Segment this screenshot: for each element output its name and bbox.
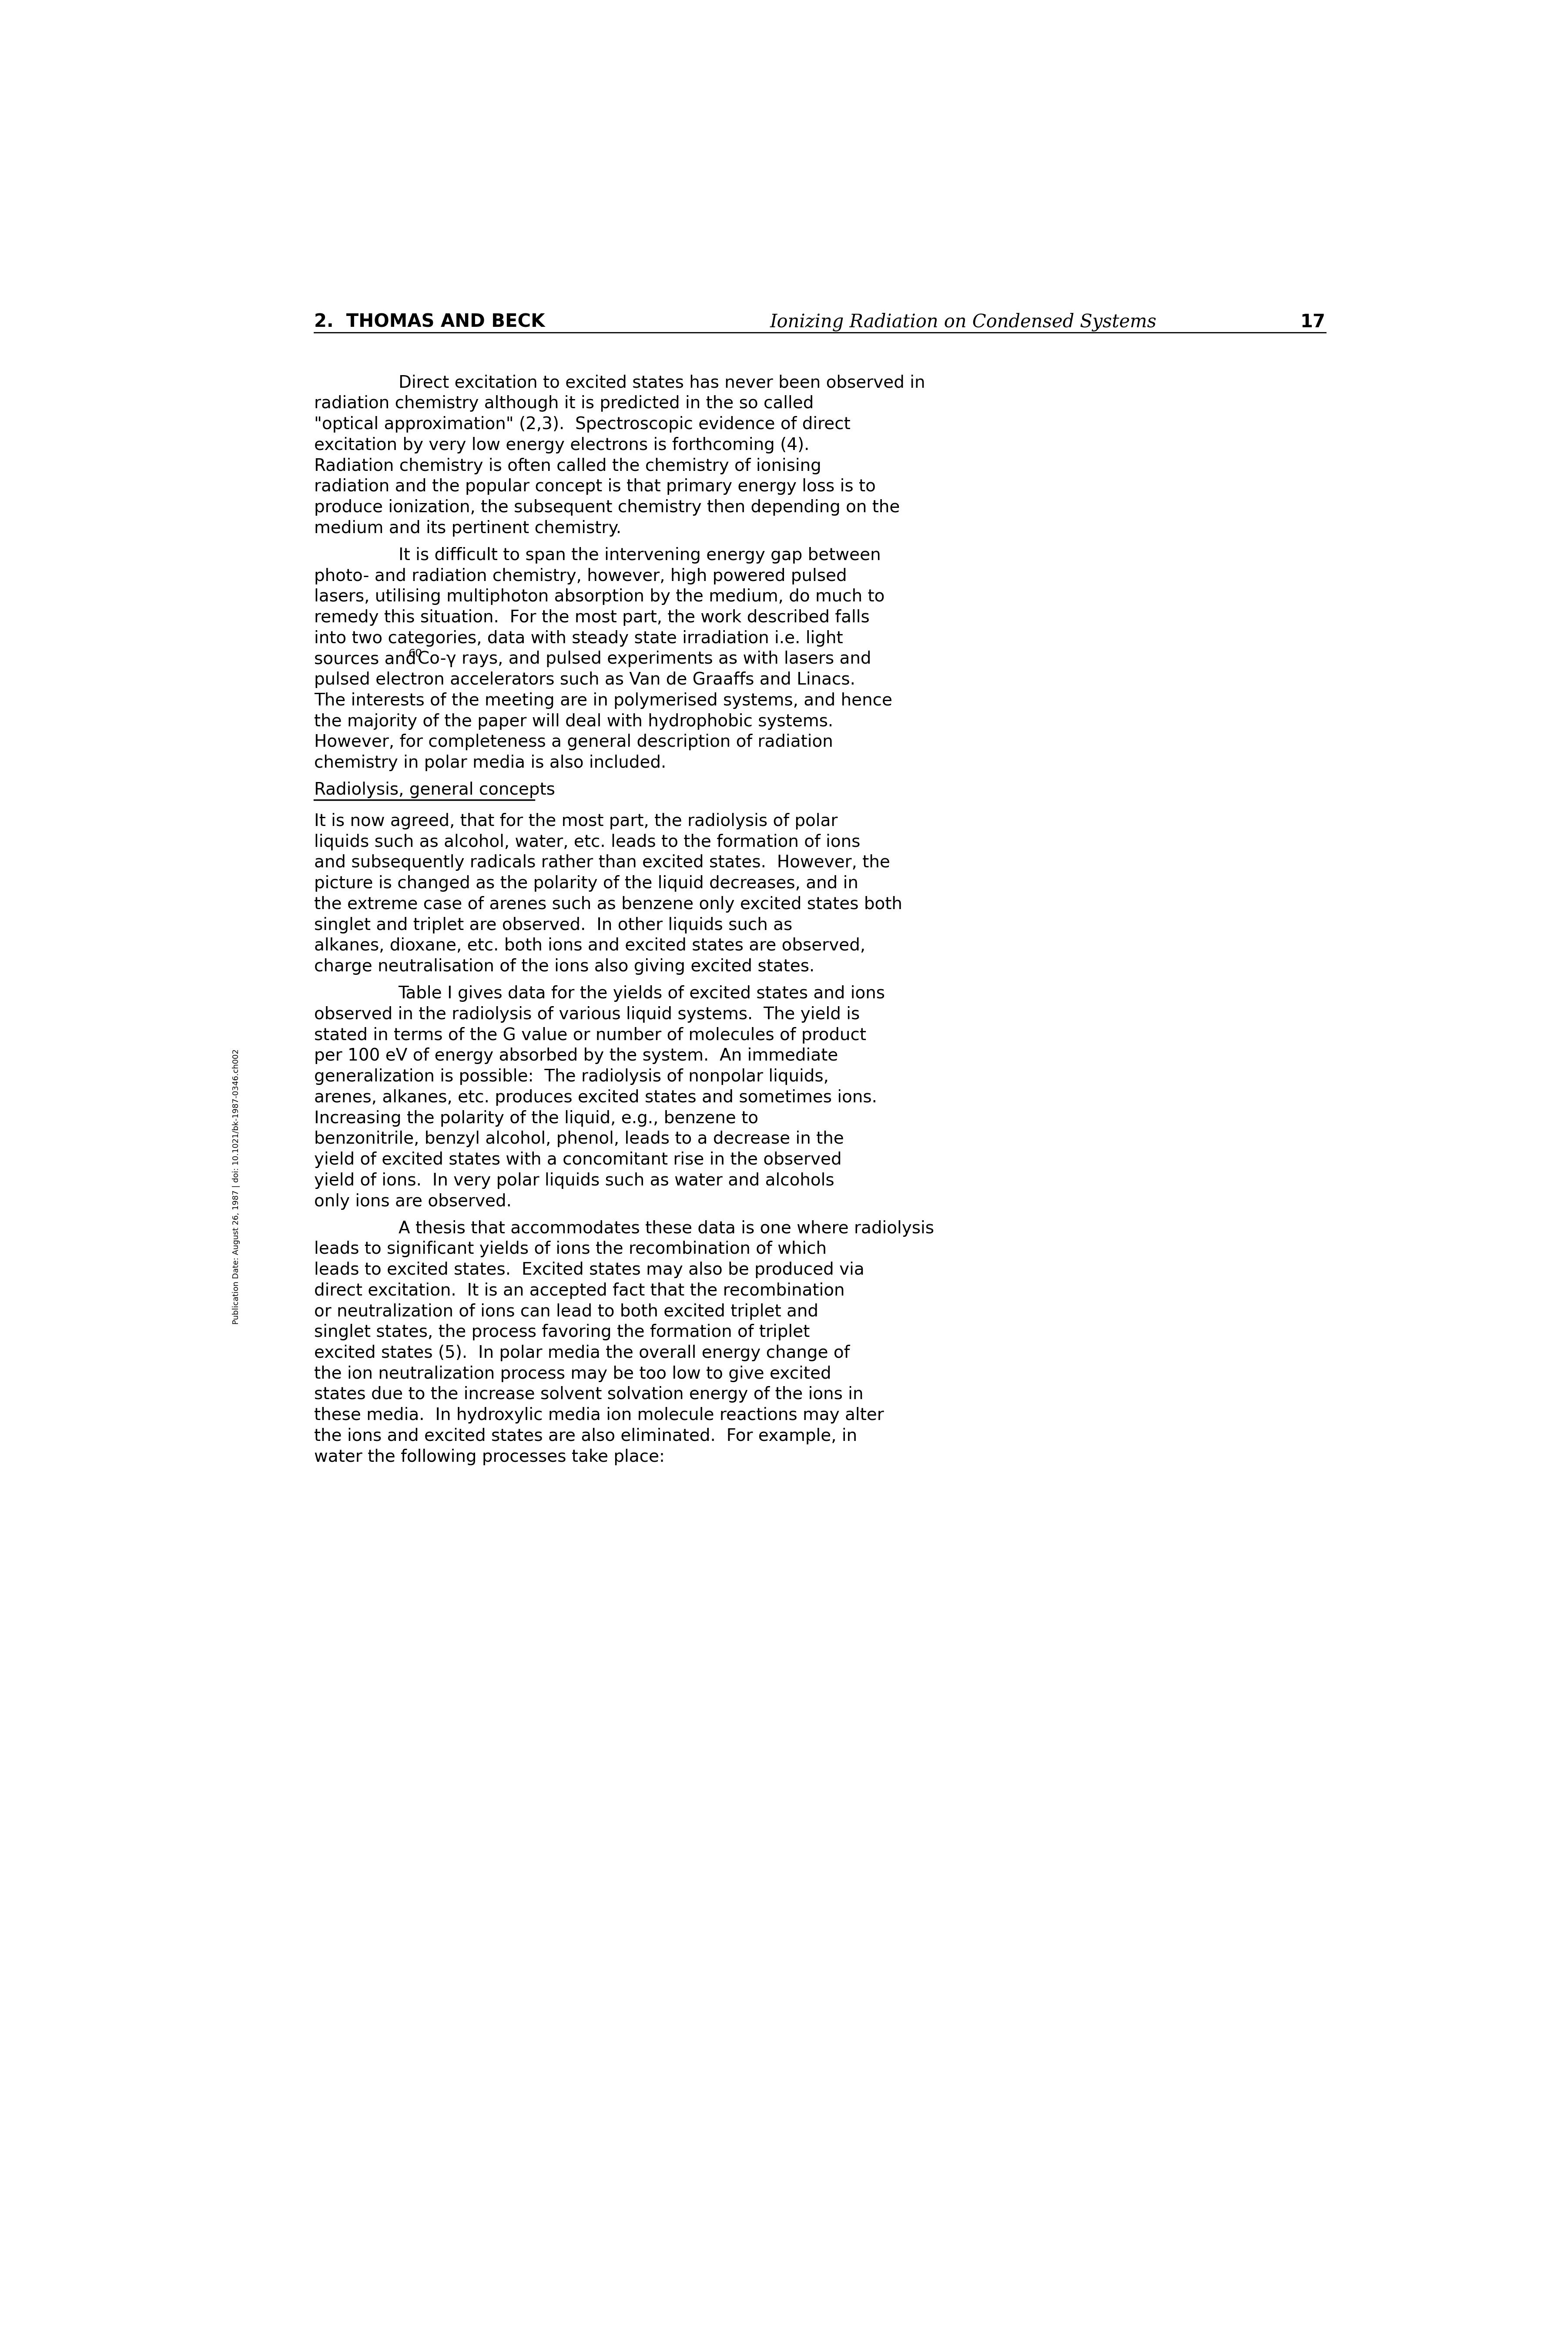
Text: medium and its pertinent chemistry.: medium and its pertinent chemistry. <box>314 519 621 536</box>
Text: excitation by very low energy electrons is forthcoming (4).: excitation by very low energy electrons … <box>314 437 809 454</box>
Text: direct excitation.  It is an accepted fact that the recombination: direct excitation. It is an accepted fac… <box>314 1283 845 1300</box>
Text: "optical approximation" (2,3).  Spectroscopic evidence of direct: "optical approximation" (2,3). Spectrosc… <box>314 416 850 432</box>
Text: Direct excitation to excited states has never been observed in: Direct excitation to excited states has … <box>398 374 925 390</box>
Text: sources and: sources and <box>314 651 422 667</box>
Text: lasers, utilising multiphoton absorption by the medium, do much to: lasers, utilising multiphoton absorption… <box>314 588 884 604</box>
Text: the extreme case of arenes such as benzene only excited states both: the extreme case of arenes such as benze… <box>314 895 902 912</box>
Text: benzonitrile, benzyl alcohol, phenol, leads to a decrease in the: benzonitrile, benzyl alcohol, phenol, le… <box>314 1130 844 1147</box>
Text: Ionizing Radiation on Condensed Systems: Ionizing Radiation on Condensed Systems <box>770 313 1157 331</box>
Text: A thesis that accommodates these data is one where radiolysis: A thesis that accommodates these data is… <box>398 1220 935 1236</box>
Text: chemistry in polar media is also included.: chemistry in polar media is also include… <box>314 754 666 771</box>
Text: or neutralization of ions can lead to both excited triplet and: or neutralization of ions can lead to bo… <box>314 1304 818 1321</box>
Text: the majority of the paper will deal with hydrophobic systems.: the majority of the paper will deal with… <box>314 712 833 731</box>
Text: pulsed electron accelerators such as Van de Graaffs and Linacs.: pulsed electron accelerators such as Van… <box>314 672 855 689</box>
Text: However, for completeness a general description of radiation: However, for completeness a general desc… <box>314 733 833 750</box>
Text: Publication Date: August 26, 1987 | doi: 10.1021/bk-1987-0346.ch002: Publication Date: August 26, 1987 | doi:… <box>232 1048 240 1325</box>
Text: excited states (5).  In polar media the overall energy change of: excited states (5). In polar media the o… <box>314 1344 850 1361</box>
Text: alkanes, dioxane, etc. both ions and excited states are observed,: alkanes, dioxane, etc. both ions and exc… <box>314 938 866 954</box>
Text: liquids such as alcohol, water, etc. leads to the formation of ions: liquids such as alcohol, water, etc. lea… <box>314 834 861 851</box>
Text: water the following processes take place:: water the following processes take place… <box>314 1448 665 1464</box>
Text: remedy this situation.  For the most part, the work described falls: remedy this situation. For the most part… <box>314 609 870 625</box>
Text: per 100 eV of energy absorbed by the system.  An immediate: per 100 eV of energy absorbed by the sys… <box>314 1048 837 1065</box>
Text: 2.  THOMAS AND BECK: 2. THOMAS AND BECK <box>314 313 544 331</box>
Text: photo- and radiation chemistry, however, high powered pulsed: photo- and radiation chemistry, however,… <box>314 569 847 585</box>
Text: states due to the increase solvent solvation energy of the ions in: states due to the increase solvent solva… <box>314 1386 864 1403</box>
Text: leads to significant yields of ions the recombination of which: leads to significant yields of ions the … <box>314 1241 826 1257</box>
Text: radiation and the popular concept is that primary energy loss is to: radiation and the popular concept is tha… <box>314 479 875 496</box>
Text: produce ionization, the subsequent chemistry then depending on the: produce ionization, the subsequent chemi… <box>314 498 900 515</box>
Text: Radiolysis, general concepts: Radiolysis, general concepts <box>314 783 555 799</box>
Text: 60: 60 <box>408 649 422 658</box>
Text: yield of excited states with a concomitant rise in the observed: yield of excited states with a concomita… <box>314 1152 842 1168</box>
Text: into two categories, data with steady state irradiation i.e. light: into two categories, data with steady st… <box>314 630 844 646</box>
Text: the ion neutralization process may be too low to give excited: the ion neutralization process may be to… <box>314 1365 831 1382</box>
Text: 17: 17 <box>1300 313 1325 331</box>
Text: stated in terms of the G value or number of molecules of product: stated in terms of the G value or number… <box>314 1027 866 1043</box>
Text: The interests of the meeting are in polymerised systems, and hence: The interests of the meeting are in poly… <box>314 693 892 710</box>
Text: only ions are observed.: only ions are observed. <box>314 1194 511 1210</box>
Text: arenes, alkanes, etc. produces excited states and sometimes ions.: arenes, alkanes, etc. produces excited s… <box>314 1088 877 1107</box>
Text: It is difficult to span the intervening energy gap between: It is difficult to span the intervening … <box>398 548 881 564</box>
Text: generalization is possible:  The radiolysis of nonpolar liquids,: generalization is possible: The radiolys… <box>314 1069 828 1086</box>
Text: singlet states, the process favoring the formation of triplet: singlet states, the process favoring the… <box>314 1323 809 1340</box>
Text: Co-γ rays, and pulsed experiments as with lasers and: Co-γ rays, and pulsed experiments as wit… <box>417 651 872 667</box>
Text: charge neutralisation of the ions also giving excited states.: charge neutralisation of the ions also g… <box>314 959 814 975</box>
Text: It is now agreed, that for the most part, the radiolysis of polar: It is now agreed, that for the most part… <box>314 813 837 830</box>
Text: the ions and excited states are also eliminated.  For example, in: the ions and excited states are also eli… <box>314 1429 858 1445</box>
Text: and subsequently radicals rather than excited states.  However, the: and subsequently radicals rather than ex… <box>314 855 891 872</box>
Text: Table I gives data for the yields of excited states and ions: Table I gives data for the yields of exc… <box>398 985 886 1001</box>
Text: leads to excited states.  Excited states may also be produced via: leads to excited states. Excited states … <box>314 1262 864 1278</box>
Text: picture is changed as the polarity of the liquid decreases, and in: picture is changed as the polarity of th… <box>314 874 858 891</box>
Text: Radiation chemistry is often called the chemistry of ionising: Radiation chemistry is often called the … <box>314 458 822 475</box>
Text: radiation chemistry although it is predicted in the so called: radiation chemistry although it is predi… <box>314 395 814 411</box>
Text: singlet and triplet are observed.  In other liquids such as: singlet and triplet are observed. In oth… <box>314 916 792 933</box>
Text: Increasing the polarity of the liquid, e.g., benzene to: Increasing the polarity of the liquid, e… <box>314 1109 759 1126</box>
Text: these media.  In hydroxylic media ion molecule reactions may alter: these media. In hydroxylic media ion mol… <box>314 1408 884 1424</box>
Text: observed in the radiolysis of various liquid systems.  The yield is: observed in the radiolysis of various li… <box>314 1006 859 1022</box>
Text: yield of ions.  In very polar liquids such as water and alcohols: yield of ions. In very polar liquids suc… <box>314 1173 834 1189</box>
